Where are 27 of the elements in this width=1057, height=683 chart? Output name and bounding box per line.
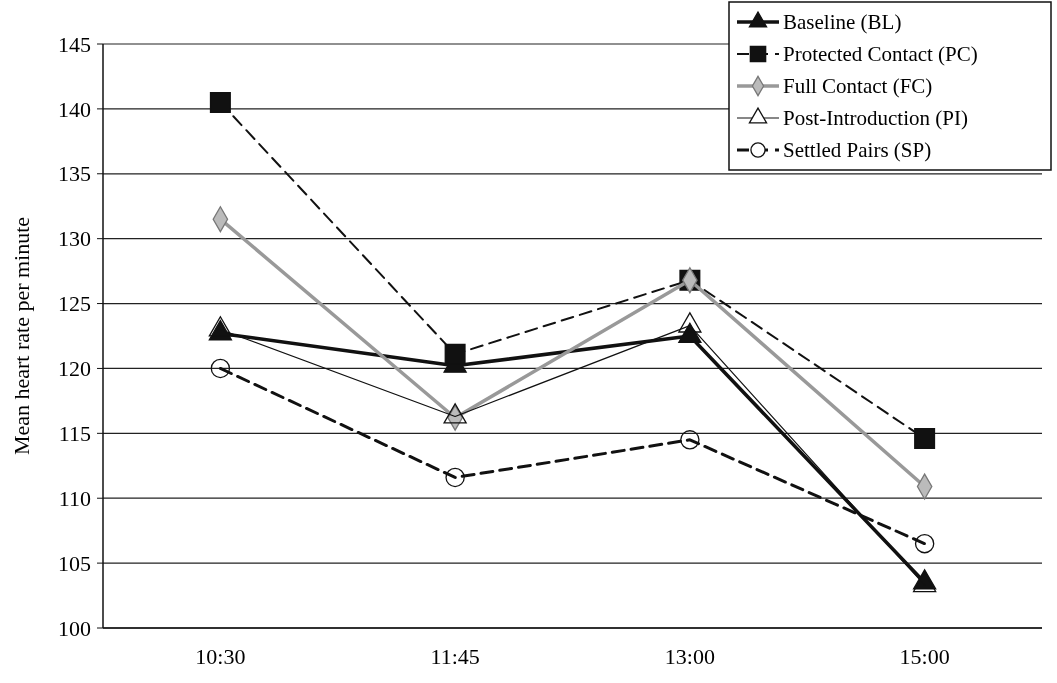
legend-label: Baseline (BL) (783, 10, 902, 35)
x-tick-label: 15:00 (899, 644, 950, 669)
y-tick-label: 125 (58, 291, 91, 317)
legend-label: Post-Introduction (PI) (783, 106, 968, 131)
x-tick-label: 10:30 (195, 644, 246, 669)
y-tick-label: 100 (58, 615, 91, 641)
point (680, 430, 700, 450)
point (444, 343, 466, 365)
legend-label: Full Contact (FC) (783, 74, 933, 99)
x-tick-label: 11:45 (430, 644, 480, 669)
legend-label: Settled Pairs (SP) (783, 138, 932, 163)
legend-label: Protected Contact (PC) (783, 42, 978, 67)
y-tick-label: 115 (58, 421, 91, 447)
y-tick-label: 110 (58, 485, 91, 511)
point (445, 467, 465, 488)
point (914, 533, 935, 554)
y-axis-title: Mean heart rate per minute (9, 216, 34, 456)
x-tick-label: 13:00 (664, 644, 715, 669)
y-tick-label: 135 (58, 161, 91, 187)
point (914, 428, 936, 450)
y-tick-label: 145 (58, 31, 91, 57)
y-tick-label: 140 (58, 96, 91, 122)
y-tick-label: 130 (58, 226, 91, 252)
y-tick-label: 120 (58, 356, 91, 382)
point (210, 358, 231, 379)
point (209, 91, 231, 113)
y-tick-label: 105 (58, 550, 91, 576)
